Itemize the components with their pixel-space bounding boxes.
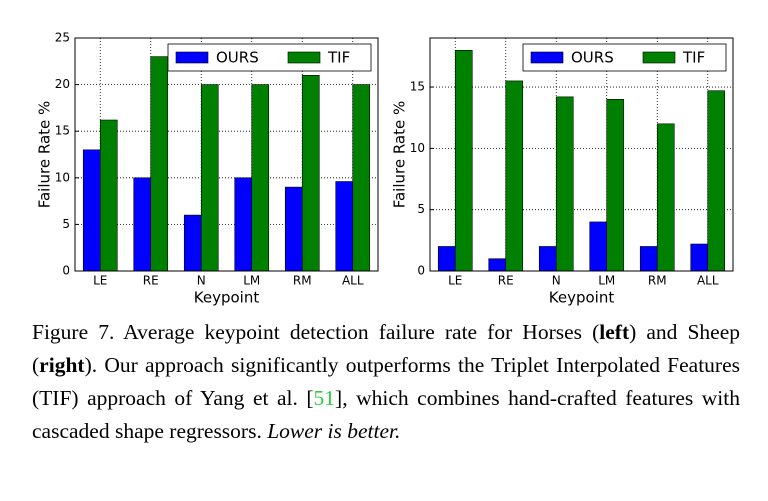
x-tick-label: LM xyxy=(598,274,615,288)
caption-text: ). Our approach significantly outperform… xyxy=(32,353,740,410)
x-tick-label: LE xyxy=(93,274,107,288)
legend-swatch xyxy=(175,51,209,64)
bar xyxy=(301,74,320,272)
y-axis-label: Failure Rate % xyxy=(391,101,409,209)
figure: 0 5 10 15 20 25 LE RE N LM RM ALL Keypoint Failure Ra… xyxy=(36,31,734,307)
bar xyxy=(656,123,675,272)
x-tick-label: N xyxy=(197,274,206,288)
legend-swatch xyxy=(287,51,321,64)
x-axis-label: Keypoint xyxy=(549,289,615,307)
x-tick-label: N xyxy=(552,274,561,288)
bar xyxy=(352,84,371,272)
y-tick-label: 0 xyxy=(417,264,425,278)
legend-label: OURS xyxy=(216,49,259,67)
bar xyxy=(200,84,219,272)
bar xyxy=(555,96,574,272)
bar xyxy=(538,246,557,272)
bar xyxy=(505,80,524,272)
caption-text: ], which combines hand-crafted features … xyxy=(32,386,740,443)
legend-label: OURS xyxy=(571,49,614,67)
y-tick-label: 5 xyxy=(62,217,70,231)
x-tick-label: RE xyxy=(143,274,159,288)
y-axis-label: Failure Rate % xyxy=(36,101,54,209)
caption-text: Figure 7. Average keypoint detection fai… xyxy=(32,320,600,344)
bar xyxy=(234,177,253,272)
x-tick-label: RM xyxy=(648,274,667,288)
x-tick-label: LE xyxy=(448,274,462,288)
y-tick-label: 15 xyxy=(410,80,425,94)
legend-swatch xyxy=(530,51,564,64)
plot-frame xyxy=(429,37,734,272)
bar xyxy=(150,56,169,272)
bar xyxy=(589,221,608,272)
legend-label: TIF xyxy=(682,49,705,67)
caption-text: ) and Sheep ( xyxy=(32,320,741,377)
y-tick-label: 10 xyxy=(410,141,425,155)
bar xyxy=(284,186,303,272)
bar xyxy=(251,84,270,272)
x-tick-label: ALL xyxy=(342,274,364,288)
x-tick-label: ALL xyxy=(697,274,719,288)
bar xyxy=(707,90,726,272)
citation[interactable]: 51 xyxy=(313,386,336,410)
x-axis-label: Keypoint xyxy=(194,289,260,307)
caption-bold: right xyxy=(39,353,85,377)
y-tick-label: 5 xyxy=(417,202,425,216)
y-tick-label: 20 xyxy=(55,77,70,91)
x-tick-label: LM xyxy=(243,274,260,288)
bar xyxy=(690,243,709,272)
caption: Figure 7. Average keypoint detection fai… xyxy=(32,316,740,448)
y-tick-label: 10 xyxy=(55,170,70,184)
bar xyxy=(437,246,456,272)
bar xyxy=(454,49,473,272)
caption-bold: left xyxy=(599,320,630,344)
bar xyxy=(183,214,202,272)
bar xyxy=(133,177,152,272)
bar xyxy=(488,258,507,272)
y-tick-label: 0 xyxy=(62,264,70,278)
legend-label: TIF xyxy=(327,49,350,67)
y-tick-label: 25 xyxy=(55,31,70,45)
bar xyxy=(639,246,658,272)
plot-frame xyxy=(74,37,379,272)
bar xyxy=(606,99,625,272)
bar xyxy=(99,119,118,272)
x-tick-label: RE xyxy=(498,274,514,288)
x-tick-label: RM xyxy=(293,274,312,288)
caption-italic: Lower is better. xyxy=(267,419,401,443)
y-tick-label: 15 xyxy=(55,124,70,138)
legend-swatch xyxy=(642,51,676,64)
bar xyxy=(335,181,354,272)
bar xyxy=(82,149,101,272)
